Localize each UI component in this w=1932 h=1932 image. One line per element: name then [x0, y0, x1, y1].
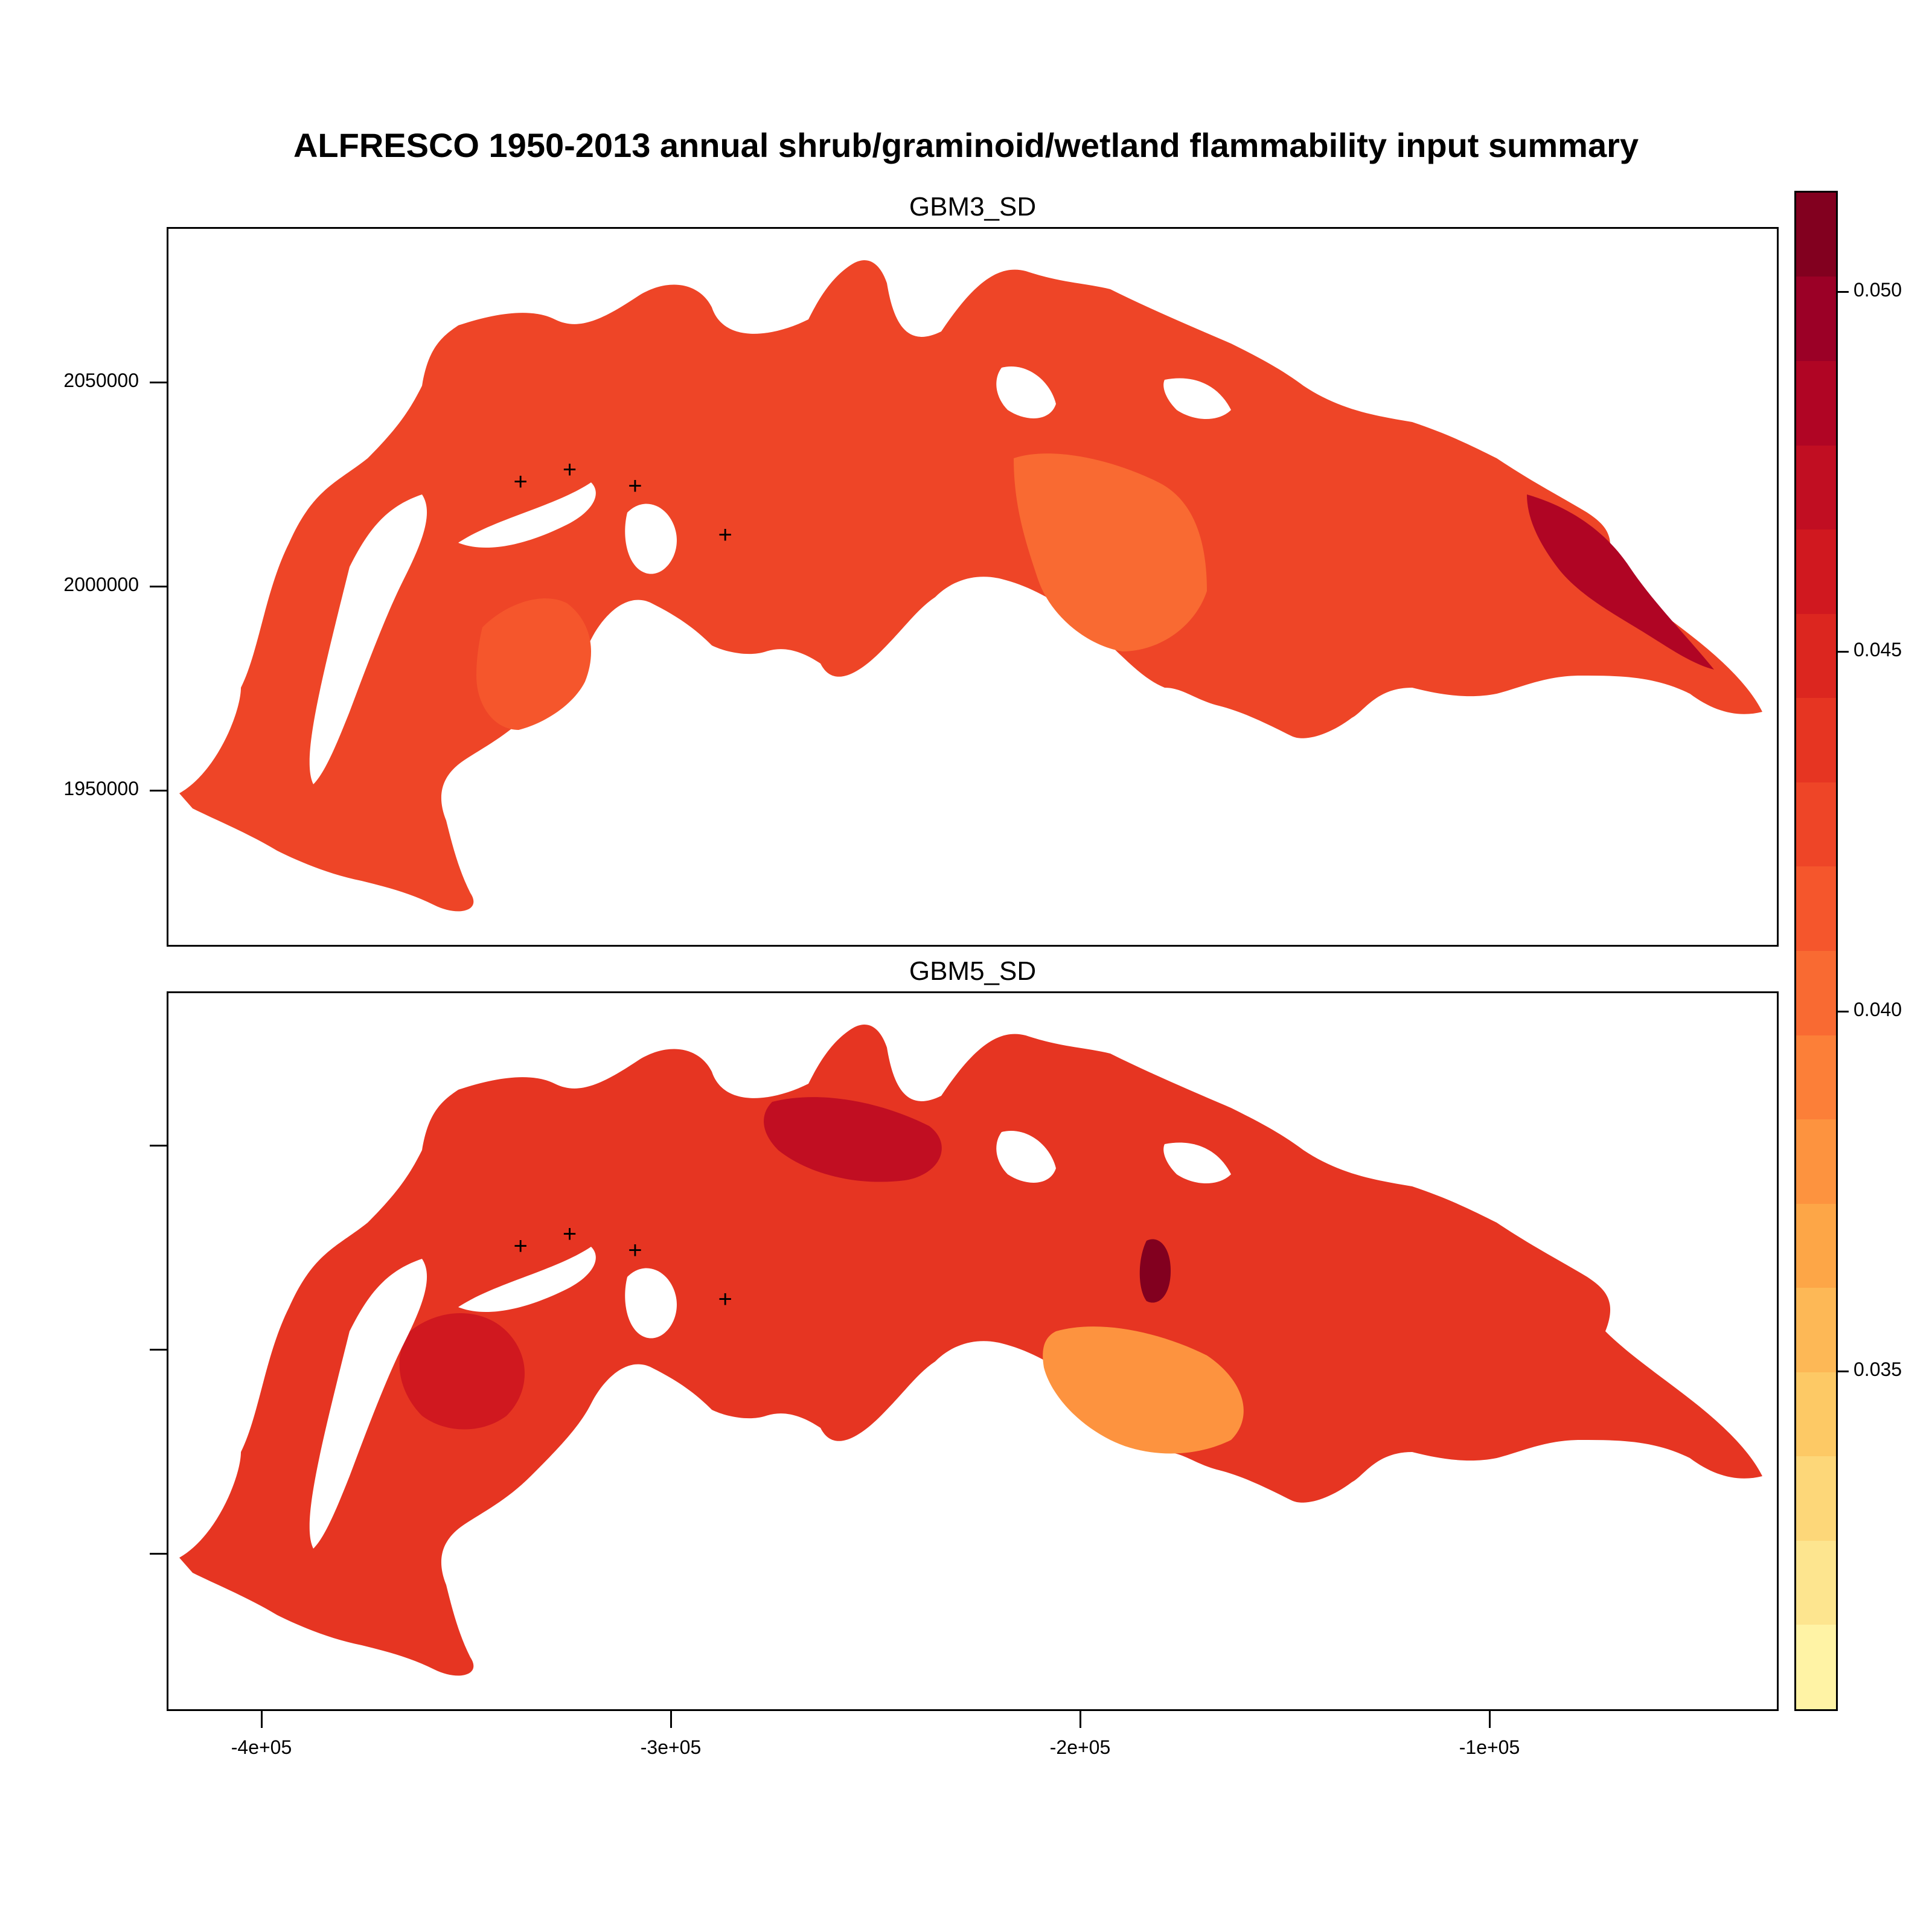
colorbar-tick-label: 0.035: [1854, 1358, 1902, 1380]
colorbar-tick-label: 0.040: [1854, 999, 1902, 1020]
land-region-bottom: [179, 1024, 1762, 1676]
colorbar-band: [1796, 782, 1836, 867]
colorbar-band: [1796, 1540, 1836, 1625]
colorbar-band: [1796, 1288, 1836, 1372]
x-tick-label: -2e+05: [1049, 1736, 1111, 1758]
land-shade-top-east: [1527, 494, 1714, 670]
figure-title: ALFRESCO 1950-2013 annual shrub/graminoi…: [293, 126, 1639, 164]
land-shade-bottom-north: [764, 1097, 942, 1182]
land-shade-bottom-center: [1043, 1326, 1244, 1454]
colorbar-band: [1796, 445, 1836, 530]
land-shade-bottom-west: [399, 1313, 525, 1430]
hole-bottom-2: [458, 1247, 596, 1313]
marker-plus: +: [628, 1237, 642, 1264]
map-panel-top: + + + +: [167, 227, 1779, 947]
colorbar-tickmark: [1838, 291, 1849, 293]
map-raster-top: + + + +: [179, 260, 1762, 912]
y-tickmark-bottom: [150, 1553, 167, 1555]
hole-top-1: [625, 504, 677, 574]
colorbar: [1794, 191, 1838, 1711]
hole-top-5: [1163, 378, 1231, 419]
x-tickmark: [670, 1711, 672, 1728]
y-tickmark-bottom: [150, 1145, 167, 1147]
map-raster-bottom: + + + +: [179, 1024, 1762, 1676]
colorbar-tick-label: 0.045: [1854, 639, 1902, 661]
marker-plus: +: [718, 522, 732, 548]
x-tickmark: [1080, 1711, 1081, 1728]
y-tickmark-bottom: [150, 1349, 167, 1351]
colorbar-band: [1796, 1372, 1836, 1457]
map-panel-bottom: + + + +: [167, 991, 1779, 1711]
x-tick-label: -1e+05: [1459, 1736, 1520, 1758]
marker-plus: +: [628, 473, 642, 499]
colorbar-band: [1796, 361, 1836, 446]
land-region-top: [179, 260, 1762, 912]
markers-bottom: + + + +: [513, 1221, 732, 1313]
colorbar-band: [1796, 1203, 1836, 1288]
hole-bottom-1: [625, 1268, 677, 1339]
y-tick-label: 2000000: [63, 574, 139, 595]
hole-bottom-3: [309, 1259, 427, 1549]
colorbar-tick-label: 0.050: [1854, 279, 1902, 301]
y-tickmark: [150, 790, 167, 792]
hole-top-2: [458, 482, 596, 548]
hole-top-3: [309, 494, 427, 784]
marker-plus: +: [563, 456, 577, 483]
land-fill-top: [179, 260, 1762, 912]
hole-bottom-4: [996, 1131, 1056, 1183]
colorbar-tickmark: [1838, 1011, 1849, 1012]
marker-plus: +: [718, 1286, 732, 1313]
colorbar-band: [1796, 866, 1836, 951]
y-tickmark: [150, 586, 167, 587]
colorbar-band: [1796, 1119, 1836, 1204]
colorbar-tickmark: [1838, 651, 1849, 653]
x-tick-label: -3e+05: [640, 1736, 702, 1758]
hole-bottom-5: [1163, 1142, 1231, 1183]
colorbar-band: [1796, 1456, 1836, 1541]
markers-top: + + + +: [513, 456, 732, 548]
y-tick-label: 1950000: [63, 778, 139, 799]
colorbar-band: [1796, 529, 1836, 614]
marker-plus: +: [513, 469, 527, 495]
land-shade-top-west: [476, 598, 591, 730]
colorbar-tickmark: [1838, 1371, 1849, 1372]
x-tickmark: [261, 1711, 263, 1728]
y-tick-label: 2050000: [63, 369, 139, 391]
colorbar-band: [1796, 950, 1836, 1035]
panel-label-bottom: GBM5_SD: [909, 956, 1037, 986]
colorbar-band: [1796, 1035, 1836, 1120]
x-tickmark: [1489, 1711, 1491, 1728]
x-tick-label: -4e+05: [231, 1736, 292, 1758]
land-shade-bottom-hotspot: [1139, 1239, 1171, 1303]
colorbar-band: [1796, 193, 1836, 277]
marker-plus: +: [513, 1233, 527, 1259]
colorbar-band: [1796, 613, 1836, 699]
land-shade-top-center: [1014, 453, 1207, 651]
colorbar-band: [1796, 698, 1836, 782]
panel-label-top: GBM3_SD: [909, 192, 1037, 222]
hole-top-4: [996, 366, 1056, 418]
y-tickmark: [150, 382, 167, 383]
land-fill-bottom: [179, 1024, 1762, 1676]
colorbar-band: [1796, 1625, 1836, 1709]
marker-plus: +: [563, 1221, 577, 1247]
colorbar-band: [1796, 277, 1836, 361]
